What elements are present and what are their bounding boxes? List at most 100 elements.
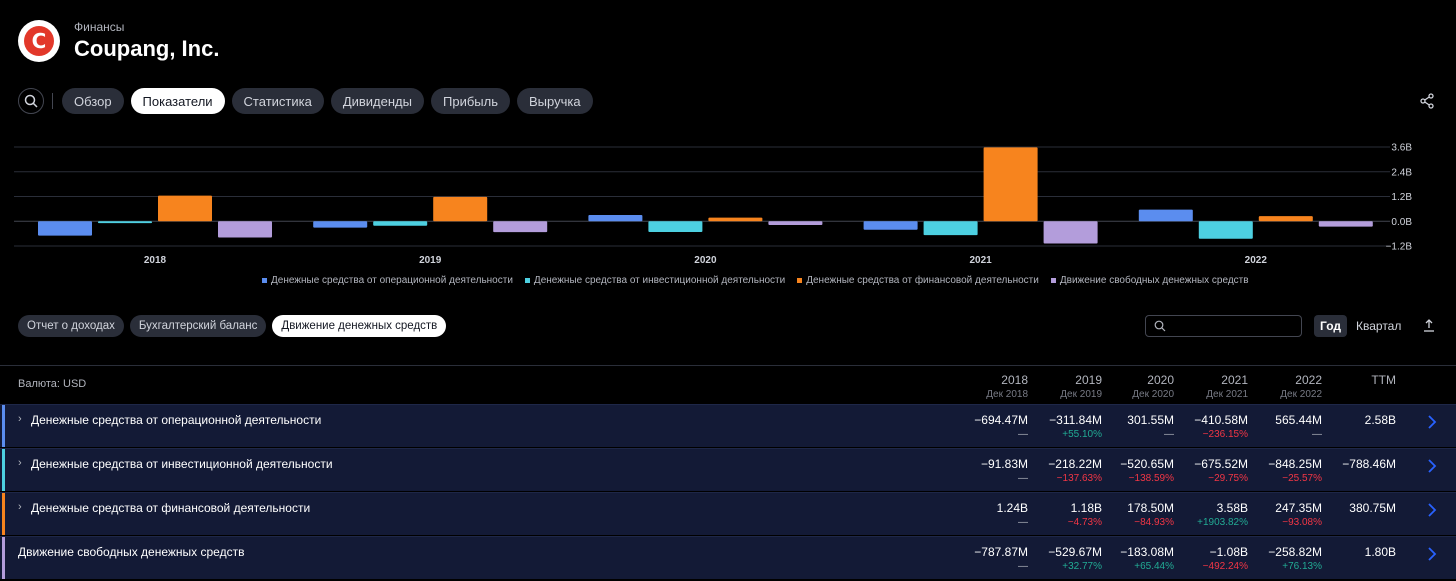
period-quarter-button[interactable]: Квартал (1356, 319, 1402, 333)
y-tick-label: −1.2B (1386, 242, 1413, 253)
column-year: 2020 (1147, 373, 1174, 387)
cell-value: −848.25M (1268, 457, 1322, 471)
bar[interactable] (313, 221, 368, 228)
expand-chevron-icon[interactable]: › (18, 501, 22, 513)
x-tick-label: 2022 (1245, 255, 1268, 266)
row-label: Денежные средства от операционной деятел… (31, 413, 322, 427)
bar[interactable] (983, 147, 1038, 222)
table-cell: −1.08B −492.24% (1178, 537, 1248, 572)
cell-value: −258.82M (1268, 545, 1322, 559)
cell-value: −788.46M (1342, 457, 1396, 471)
bar[interactable] (493, 221, 548, 233)
cell-change: +1903.82% (1197, 517, 1248, 528)
cell-change: −25.57% (1282, 473, 1322, 484)
nav-tab[interactable]: Выручка (516, 88, 593, 114)
chevron-right-icon[interactable] (1426, 415, 1438, 429)
column-header: 2022 Дек 2022 (1262, 373, 1322, 400)
nav-tab[interactable]: Статистика (231, 88, 324, 114)
statement-tab[interactable]: Отчет о доходах (18, 315, 124, 337)
cell-change: −137.63% (1056, 473, 1102, 484)
table-cell: −258.82M +76.13% (1252, 537, 1322, 572)
legend-item: Денежные средства от инвестиционной деят… (524, 275, 785, 286)
statement-tab[interactable]: Бухгалтерский баланс (129, 315, 267, 337)
column-header: 2020 Дек 2020 (1114, 373, 1174, 400)
cell-value: 178.50M (1127, 501, 1174, 515)
cell-value: −694.47M (974, 413, 1028, 427)
search-button[interactable] (18, 88, 44, 114)
table-row[interactable]: › Денежные средства от финансовой деятель… (0, 492, 1456, 535)
row-label: Денежные средства от инвестиционной деят… (31, 457, 333, 471)
table-cell: −410.58M −236.15% (1178, 405, 1248, 440)
bar[interactable] (708, 217, 763, 222)
cell-value: −1.08B (1209, 545, 1248, 559)
nav-tab[interactable]: Прибыль (431, 88, 510, 114)
expand-chevron-icon[interactable]: › (18, 413, 22, 425)
bar[interactable] (1138, 209, 1193, 222)
currency-label: Валюта: USD (18, 378, 87, 390)
export-button[interactable] (1420, 317, 1438, 335)
bar[interactable] (1043, 221, 1098, 244)
expand-chevron-icon[interactable]: › (18, 457, 22, 469)
bar[interactable] (648, 221, 703, 232)
cell-value: 2.58B (1364, 413, 1396, 427)
cell-change: — (1018, 561, 1028, 572)
cell-change: — (1164, 429, 1174, 440)
bar[interactable] (1318, 221, 1373, 227)
cell-change: −492.24% (1202, 561, 1248, 572)
table-cell: 247.35M −93.08% (1252, 493, 1322, 528)
bar[interactable] (1198, 221, 1253, 239)
table-row[interactable]: › Денежные средства от инвестиционной дея… (0, 448, 1456, 491)
y-tick-label: 0.0B (1391, 217, 1412, 228)
legend-swatch (1050, 278, 1056, 283)
search-icon (24, 94, 38, 108)
bar[interactable] (768, 221, 823, 226)
cell-value: −311.84M (1049, 413, 1102, 427)
cell-value: 1.18B (1070, 501, 1102, 515)
cell-change: −29.75% (1208, 473, 1248, 484)
share-button[interactable] (1418, 92, 1436, 110)
row-color-marker (2, 493, 5, 535)
bar[interactable] (1258, 216, 1313, 222)
bar[interactable] (863, 221, 918, 230)
column-header: 2018 Дек 2018 (968, 373, 1028, 400)
bar[interactable] (158, 195, 212, 222)
table-cell: −848.25M −25.57% (1252, 449, 1322, 484)
cell-value: −787.87M (974, 545, 1028, 559)
statement-tabs: Отчет о доходах Бухгалтерский баланс Движе… (18, 315, 447, 337)
chevron-right-icon[interactable] (1426, 503, 1438, 517)
nav-tab[interactable]: Показатели (130, 88, 225, 114)
bar[interactable] (218, 221, 272, 238)
period-year-button[interactable]: Год (1314, 315, 1347, 337)
table-search-input[interactable] (1172, 320, 1292, 332)
cell-value: −675.52M (1194, 457, 1248, 471)
bar[interactable] (38, 221, 92, 236)
bar[interactable] (588, 215, 643, 222)
nav-tab[interactable]: Дивиденды (330, 88, 424, 114)
statement-tab[interactable]: Движение денежных средств (272, 315, 447, 337)
table-row[interactable]: Движение свободных денежных средств −787.… (0, 536, 1456, 579)
cell-value: 1.80B (1364, 545, 1396, 559)
table-cell: 1.24B — (958, 493, 1028, 528)
cell-change: −84.93% (1134, 517, 1174, 528)
table-cell: 565.44M — (1252, 405, 1322, 440)
table-row[interactable]: › Денежные средства от операционной деяте… (0, 404, 1456, 447)
bar[interactable] (98, 221, 152, 224)
y-tick-label: 3.6B (1391, 143, 1412, 154)
chevron-right-icon[interactable] (1426, 459, 1438, 473)
cell-value: 301.55M (1127, 413, 1174, 427)
column-period: Дек 2022 (1280, 389, 1322, 400)
bar[interactable] (923, 221, 978, 236)
nav-divider (52, 93, 53, 109)
bar[interactable] (373, 221, 428, 226)
bar[interactable] (433, 196, 488, 222)
table-cell: 3.58B +1903.82% (1178, 493, 1248, 528)
cell-value: 247.35M (1275, 501, 1322, 515)
chevron-right-icon[interactable] (1426, 547, 1438, 561)
column-header: TTM (1336, 373, 1396, 389)
table-cell: −311.84M +55.10% (1032, 405, 1102, 440)
cell-change: +65.44% (1134, 561, 1174, 572)
column-header: 2021 Дек 2021 (1188, 373, 1248, 400)
table-search[interactable] (1145, 315, 1302, 337)
column-year: 2021 (1221, 373, 1248, 387)
nav-tab[interactable]: Обзор (62, 88, 124, 114)
